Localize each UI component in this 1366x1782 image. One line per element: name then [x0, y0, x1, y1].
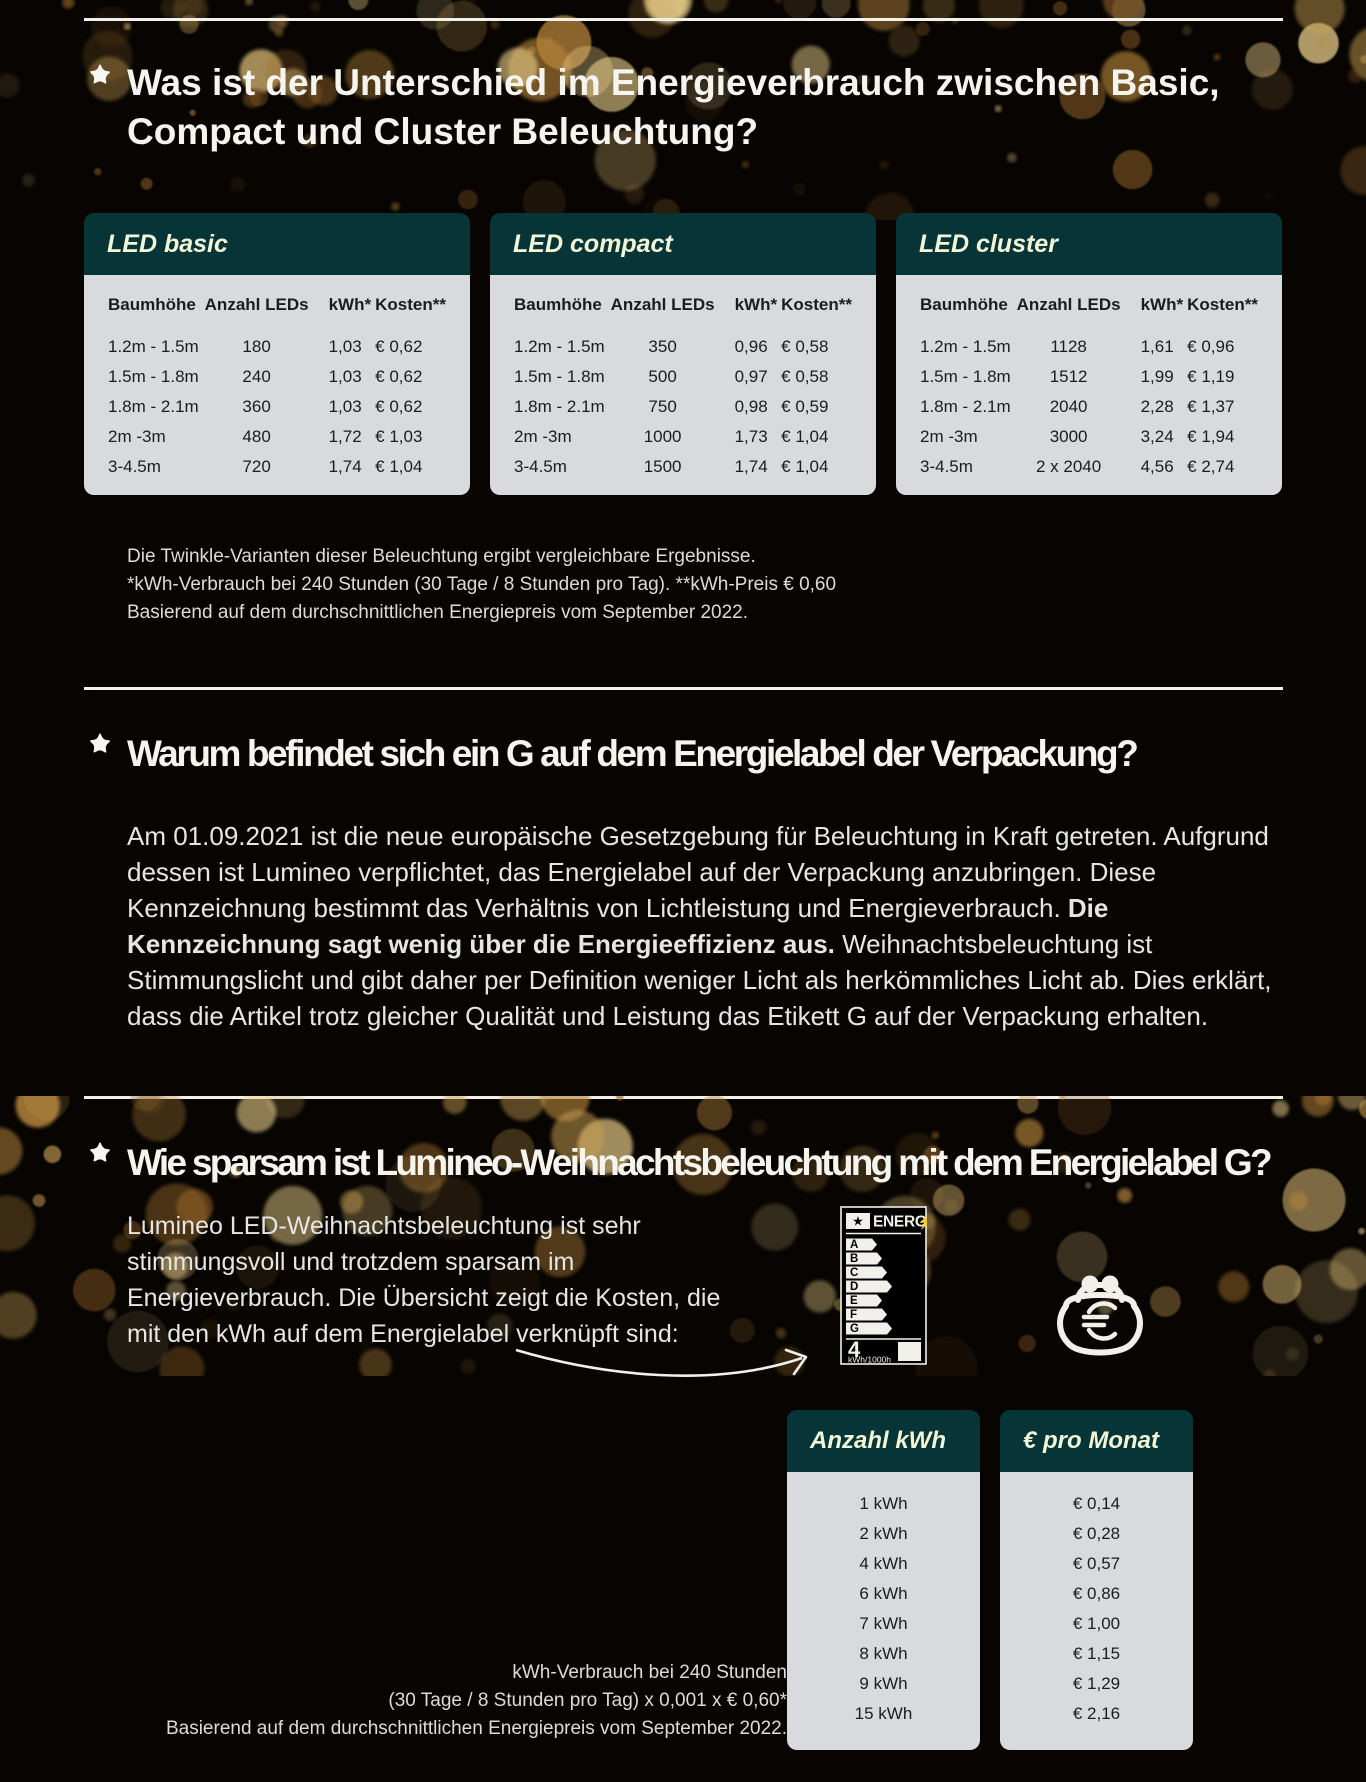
svg-text:⚡: ⚡ — [917, 1214, 927, 1231]
svg-text:★: ★ — [852, 1214, 864, 1229]
svg-text:E: E — [850, 1295, 858, 1307]
svg-text:A: A — [850, 1239, 858, 1251]
svg-text:F: F — [850, 1309, 857, 1321]
svg-text:B: B — [850, 1253, 858, 1265]
svg-text:kWh/1000h: kWh/1000h — [848, 1355, 891, 1365]
svg-text:G: G — [850, 1323, 859, 1335]
svg-text:C: C — [850, 1267, 858, 1279]
svg-text:D: D — [850, 1281, 858, 1293]
